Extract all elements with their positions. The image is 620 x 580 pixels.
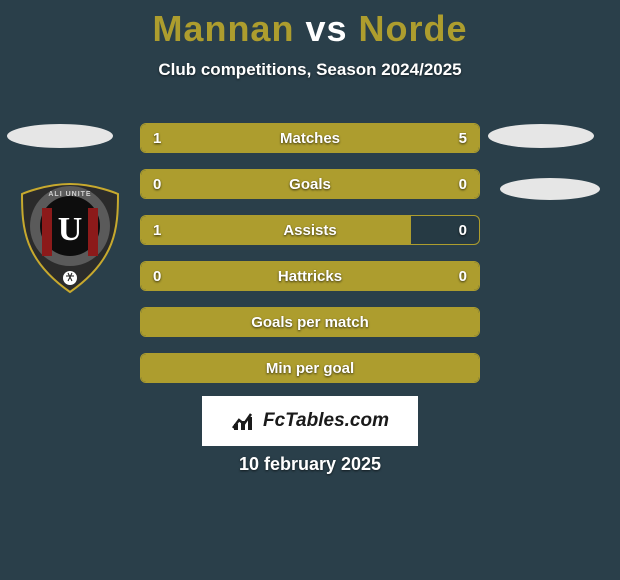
- stat-row: Assists10: [140, 215, 480, 245]
- date-label: 10 february 2025: [0, 454, 620, 475]
- stat-bar-right: [310, 262, 479, 290]
- page-title: Mannan vs Norde: [0, 0, 620, 50]
- stat-bar-right: [310, 170, 479, 198]
- stat-row: Min per goal: [140, 353, 480, 383]
- stats-comparison: Matches15 Goals00 Assists10 Hattricks00 Goal…: [140, 123, 480, 399]
- title-player1: Mannan: [152, 8, 294, 49]
- stat-row: Matches15: [140, 123, 480, 153]
- brand-text: FcTables.com: [263, 410, 389, 432]
- svg-text:ALI UNITE: ALI UNITE: [48, 191, 91, 198]
- title-vs: vs: [305, 8, 347, 49]
- stat-row: Goals per match: [140, 307, 480, 337]
- stat-bar-left: [141, 354, 479, 382]
- chart-icon: [231, 410, 257, 432]
- player2-photo-placeholder: [488, 124, 594, 148]
- player1-photo-placeholder: [7, 124, 113, 148]
- svg-text:U: U: [58, 211, 83, 248]
- brand-attribution: FcTables.com: [202, 396, 418, 446]
- player1-club-badge: U ALI UNITE: [10, 178, 130, 298]
- stat-bar-left: [141, 308, 479, 336]
- stat-bar-right: [197, 124, 479, 152]
- stat-bar-gap: [411, 216, 479, 244]
- stat-row: Hattricks00: [140, 261, 480, 291]
- stat-bar-left: [141, 170, 310, 198]
- stat-bar-left: [141, 124, 197, 152]
- title-player2: Norde: [359, 8, 468, 49]
- stat-bar-left: [141, 216, 411, 244]
- subtitle: Club competitions, Season 2024/2025: [0, 60, 620, 80]
- stat-row: Goals00: [140, 169, 480, 199]
- stat-bar-left: [141, 262, 310, 290]
- player2-club-placeholder: [500, 178, 600, 200]
